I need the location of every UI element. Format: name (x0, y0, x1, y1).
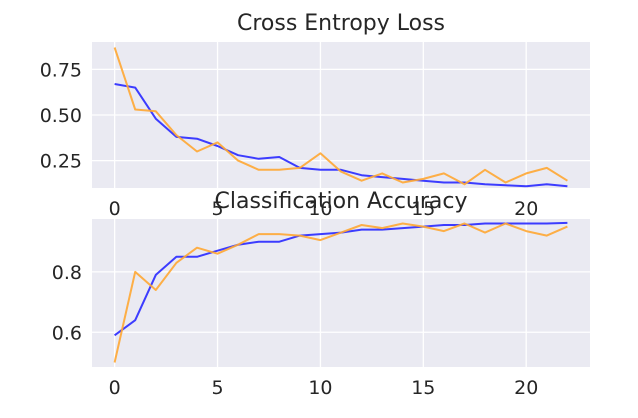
loss-y-tick-label: 0.50 (40, 105, 82, 127)
accuracy-x-tick-label: 0 (109, 377, 121, 399)
loss-y-tick-label: 0.25 (40, 151, 82, 173)
accuracy-y-tick-label: 0.8 (52, 262, 82, 284)
loss-x-tick-label: 15 (411, 198, 435, 220)
loss-series-validation-line (113, 47, 568, 186)
accuracy-y-tick-label: 0.6 (52, 322, 82, 344)
loss-series-train-line (114, 83, 568, 188)
accuracy-chart: 0.6 0.8 0 5 10 15 20 Classification Accuracy (52, 189, 590, 399)
loss-chart: 0.25 0.50 0.75 0 5 10 15 20 Cross Entropy Loss (40, 11, 590, 220)
accuracy-x-tick-label: 5 (211, 377, 223, 399)
loss-y-tick-label: 0.75 (40, 59, 82, 81)
accuracy-x-tick-label: 10 (308, 377, 332, 399)
accuracy-chart-title: Classification Accuracy (215, 189, 468, 214)
loss-x-tick-label: 5 (211, 198, 223, 220)
loss-x-tick-label: 20 (514, 198, 538, 220)
accuracy-x-tick-label: 15 (411, 377, 435, 399)
loss-chart-title: Cross Entropy Loss (237, 11, 445, 36)
loss-x-tick-label: 0 (109, 198, 121, 220)
loss-x-tick-label: 10 (308, 198, 332, 220)
accuracy-x-tick-label: 20 (514, 377, 538, 399)
accuracy-plot-area (92, 219, 590, 367)
accuracy-series-validation-line (113, 222, 568, 363)
